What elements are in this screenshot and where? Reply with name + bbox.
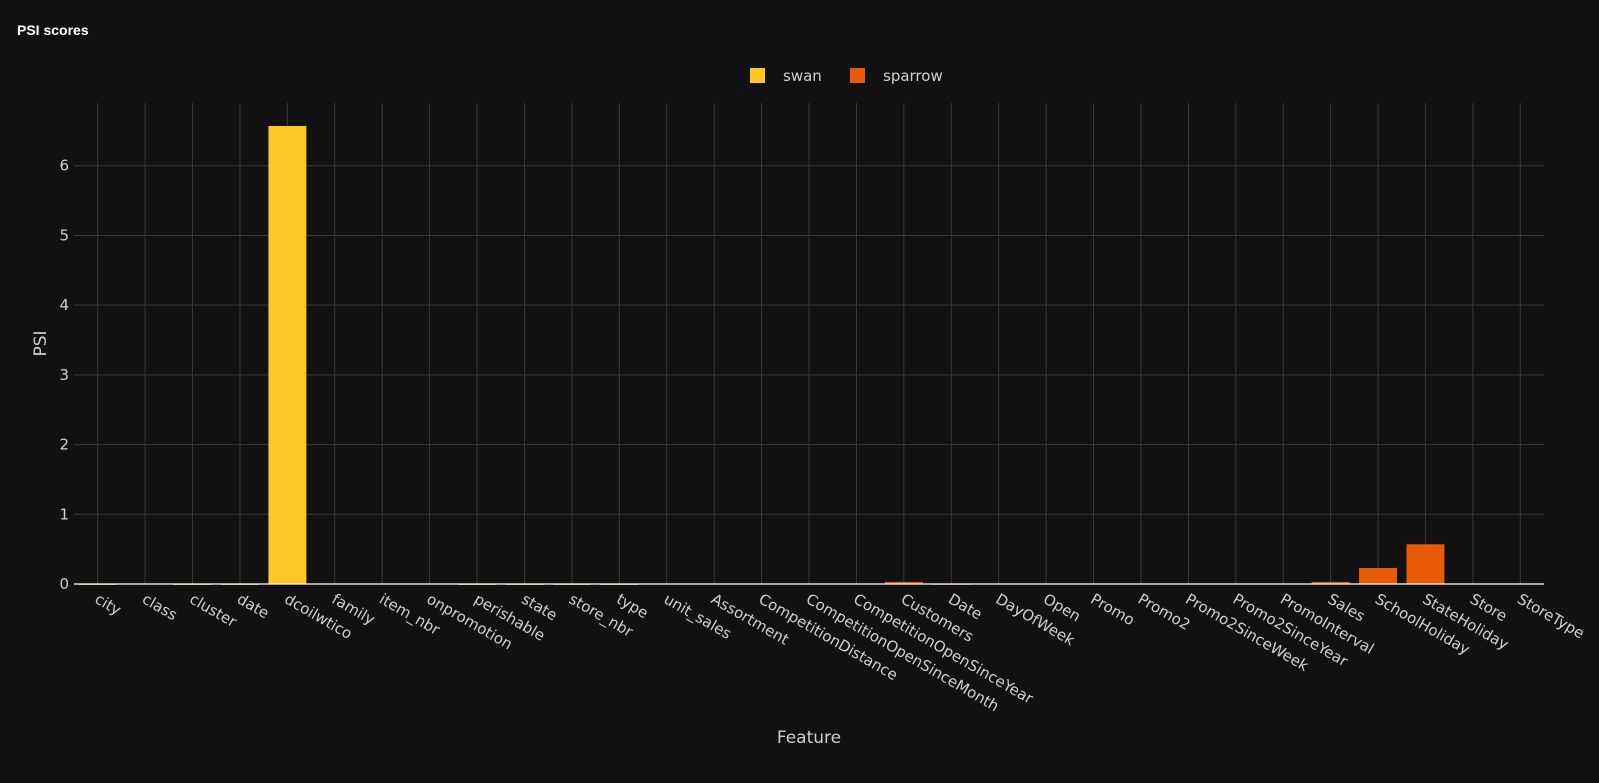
- chart-title: PSI scores: [17, 22, 89, 38]
- x-axis-title: Feature: [777, 728, 841, 748]
- x-tick-label: cluster: [187, 590, 241, 632]
- x-tick-label: StoreType: [1514, 590, 1587, 643]
- bar-sparrow: [1311, 581, 1350, 584]
- y-tick-label: 1: [59, 505, 69, 523]
- bar-sparrow: [1359, 567, 1397, 584]
- y-tick-label: 3: [59, 366, 69, 384]
- y-tick-label: 5: [59, 226, 69, 244]
- legend-label: swan: [783, 67, 822, 85]
- legend-swatch: [750, 68, 765, 83]
- x-tick-label: city: [92, 590, 125, 619]
- x-tick-label: Promo: [1088, 590, 1138, 629]
- legend-label: sparrow: [883, 67, 943, 85]
- bar-swan: [268, 126, 307, 585]
- bar-sparrow: [1406, 544, 1445, 584]
- x-tick-label: class: [139, 590, 180, 624]
- legend-item-sparrow: sparrow: [850, 67, 943, 85]
- y-tick-label: 6: [59, 157, 69, 175]
- y-tick-label: 0: [59, 575, 69, 593]
- y-tick-label: 2: [59, 436, 69, 454]
- y-axis-title: PSI: [31, 330, 51, 356]
- x-tick-label: Promo2: [1135, 590, 1193, 634]
- bar-sparrow: [884, 581, 923, 584]
- legend-swatch: [850, 68, 865, 83]
- legend-item-swan: swan: [750, 67, 822, 85]
- y-tick-label: 4: [59, 296, 69, 314]
- x-tick-label: date: [234, 590, 272, 623]
